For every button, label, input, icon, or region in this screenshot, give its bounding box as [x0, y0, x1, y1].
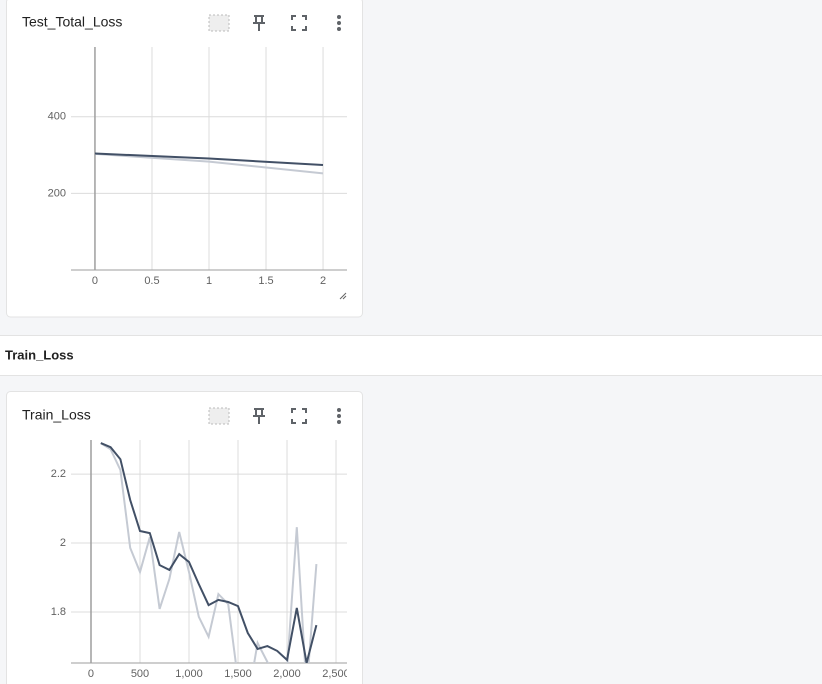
card-toolbar: [208, 14, 341, 425]
y-tick-label: 2: [60, 537, 66, 549]
toolbar: [208, 14, 341, 32]
series-line: [94, 152, 324, 175]
pin-button[interactable]: [253, 15, 265, 31]
y-tick-label: 2.2: [51, 468, 66, 480]
y-tick-label: 1.8: [51, 606, 66, 618]
chart: 1.8 2 2.2 0 500 1,000 1,500 2,000 2,500: [51, 440, 350, 680]
fit-domain-button[interactable]: [208, 407, 230, 425]
series-line: [100, 442, 318, 663]
fullscreen-button[interactable]: [291, 15, 307, 31]
chart: 200 400 0 0.5 1 1.5 2: [48, 47, 347, 287]
fit-domain-button[interactable]: [208, 14, 230, 32]
series-line: [94, 152, 324, 166]
x-tick-label: 2: [320, 275, 326, 287]
card-title: Train_Loss: [22, 407, 91, 423]
x-tick-label: 0: [88, 668, 94, 680]
x-tick-label: 1.5: [258, 275, 273, 287]
resize-handle[interactable]: [339, 292, 347, 300]
y-tick-label: 400: [48, 111, 66, 123]
toolbar: [208, 407, 341, 425]
x-tick-label: 2,000: [273, 668, 301, 680]
more-button[interactable]: [337, 15, 341, 31]
series-line: [100, 442, 318, 663]
more-button[interactable]: [337, 408, 341, 424]
x-tick-label: 0.5: [144, 275, 159, 287]
section-bar: [0, 335, 822, 376]
x-tick-label: 500: [131, 668, 149, 680]
fullscreen-button[interactable]: [291, 408, 307, 424]
y-tick-label: 200: [48, 187, 66, 199]
section-title: Train_Loss: [5, 347, 74, 362]
x-tick-label: 1: [206, 275, 212, 287]
card: [6, 0, 363, 318]
pin-button[interactable]: [253, 408, 265, 424]
x-tick-label: 1,000: [175, 668, 203, 680]
x-tick-label: 0: [92, 275, 98, 287]
card: [6, 391, 363, 684]
card-title: Test_Total_Loss: [22, 14, 122, 30]
x-tick-label: 2,500: [322, 668, 350, 680]
x-tick-label: 1,500: [224, 668, 252, 680]
